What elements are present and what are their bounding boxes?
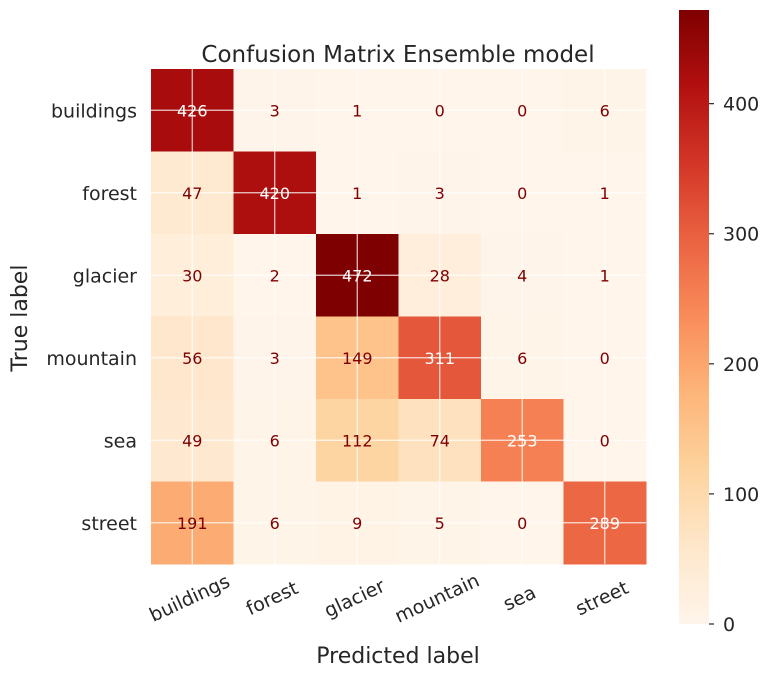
- cell-value-label: 28: [430, 266, 450, 285]
- colorbar-tick-label: 400: [723, 94, 759, 116]
- chart-title: Confusion Matrix Ensemble model: [201, 42, 594, 68]
- cell-value-label: 1: [352, 184, 362, 203]
- heatmap-cells: [151, 69, 647, 565]
- cell-value-label: 3: [270, 349, 280, 368]
- cell-value-label: 30: [182, 266, 202, 285]
- cell-value-label: 420: [259, 184, 290, 203]
- y-tick-label: buildings: [51, 100, 137, 122]
- cell-value-label: 112: [342, 431, 373, 450]
- cell-value-label: 47: [182, 184, 202, 203]
- colorbar-ticks: 0 100 200 300 400: [709, 94, 759, 636]
- cell-value-label: 289: [589, 514, 620, 533]
- colorbar-tick-label: 100: [723, 484, 759, 506]
- cell-value-label: 0: [600, 349, 610, 368]
- x-tick-label: sea: [500, 582, 539, 616]
- colorbar-tick-label: 0: [723, 614, 735, 636]
- cell-value-label: 1: [600, 184, 610, 203]
- cell-value-label: 426: [177, 101, 208, 120]
- cell-value-label: 49: [182, 431, 202, 450]
- x-axis-label: Predicted label: [316, 644, 479, 669]
- cell-value-label: 191: [177, 514, 208, 533]
- cell-value-label: 1: [352, 101, 362, 120]
- x-tick-label: street: [572, 577, 632, 620]
- gridlines: [151, 69, 646, 564]
- cell-value-label: 253: [507, 431, 538, 450]
- cell-value-label: 1: [600, 266, 610, 285]
- y-tick-label: forest: [82, 183, 137, 205]
- cell-value-label: 0: [517, 514, 527, 533]
- y-tick-labels: buildings forest glacier mountain sea street: [46, 100, 137, 535]
- y-tick-label: street: [81, 513, 137, 535]
- y-axis-label: True label: [8, 265, 33, 373]
- cell-value-label: 6: [517, 349, 527, 368]
- cell-value-label: 6: [600, 101, 610, 120]
- cell-value-label: 4: [517, 266, 527, 285]
- cell-value-label: 6: [270, 514, 280, 533]
- cell-value-label: 0: [600, 431, 610, 450]
- colorbar-tick-label: 300: [723, 224, 759, 246]
- cell-value-label: 5: [435, 514, 445, 533]
- cell-value-label: 56: [182, 349, 202, 368]
- cell-value-label: 6: [270, 431, 280, 450]
- cell-value-label: 149: [342, 349, 373, 368]
- cell-value-label: 74: [430, 431, 450, 450]
- x-tick-label: mountain: [391, 569, 482, 627]
- cell-labels: 426 3 1 0 0 647 420 1 3 0 130 2 472 28 4 156 3 149 311 6 049…: [177, 101, 620, 533]
- colorbar: [679, 10, 709, 624]
- cell-value-label: 311: [424, 349, 455, 368]
- cell-value-label: 472: [342, 266, 373, 285]
- x-tick-label: forest: [243, 577, 302, 620]
- cell-value-label: 3: [435, 184, 445, 203]
- cell-value-label: 0: [517, 101, 527, 120]
- cell-value-label: 3: [270, 101, 280, 120]
- cell-value-label: 0: [517, 184, 527, 203]
- x-tick-label: glacier: [321, 575, 389, 622]
- cell-value-label: 9: [352, 514, 362, 533]
- x-tick-label: buildings: [146, 570, 233, 626]
- y-tick-label: glacier: [73, 265, 137, 287]
- cell-value-label: 2: [270, 266, 280, 285]
- x-tick-labels: buildings forest glacier mountain sea street: [146, 569, 632, 627]
- colorbar-tick-label: 200: [723, 354, 759, 376]
- y-tick-label: mountain: [46, 348, 137, 370]
- cell-value-label: 0: [435, 101, 445, 120]
- y-tick-label: sea: [104, 430, 137, 452]
